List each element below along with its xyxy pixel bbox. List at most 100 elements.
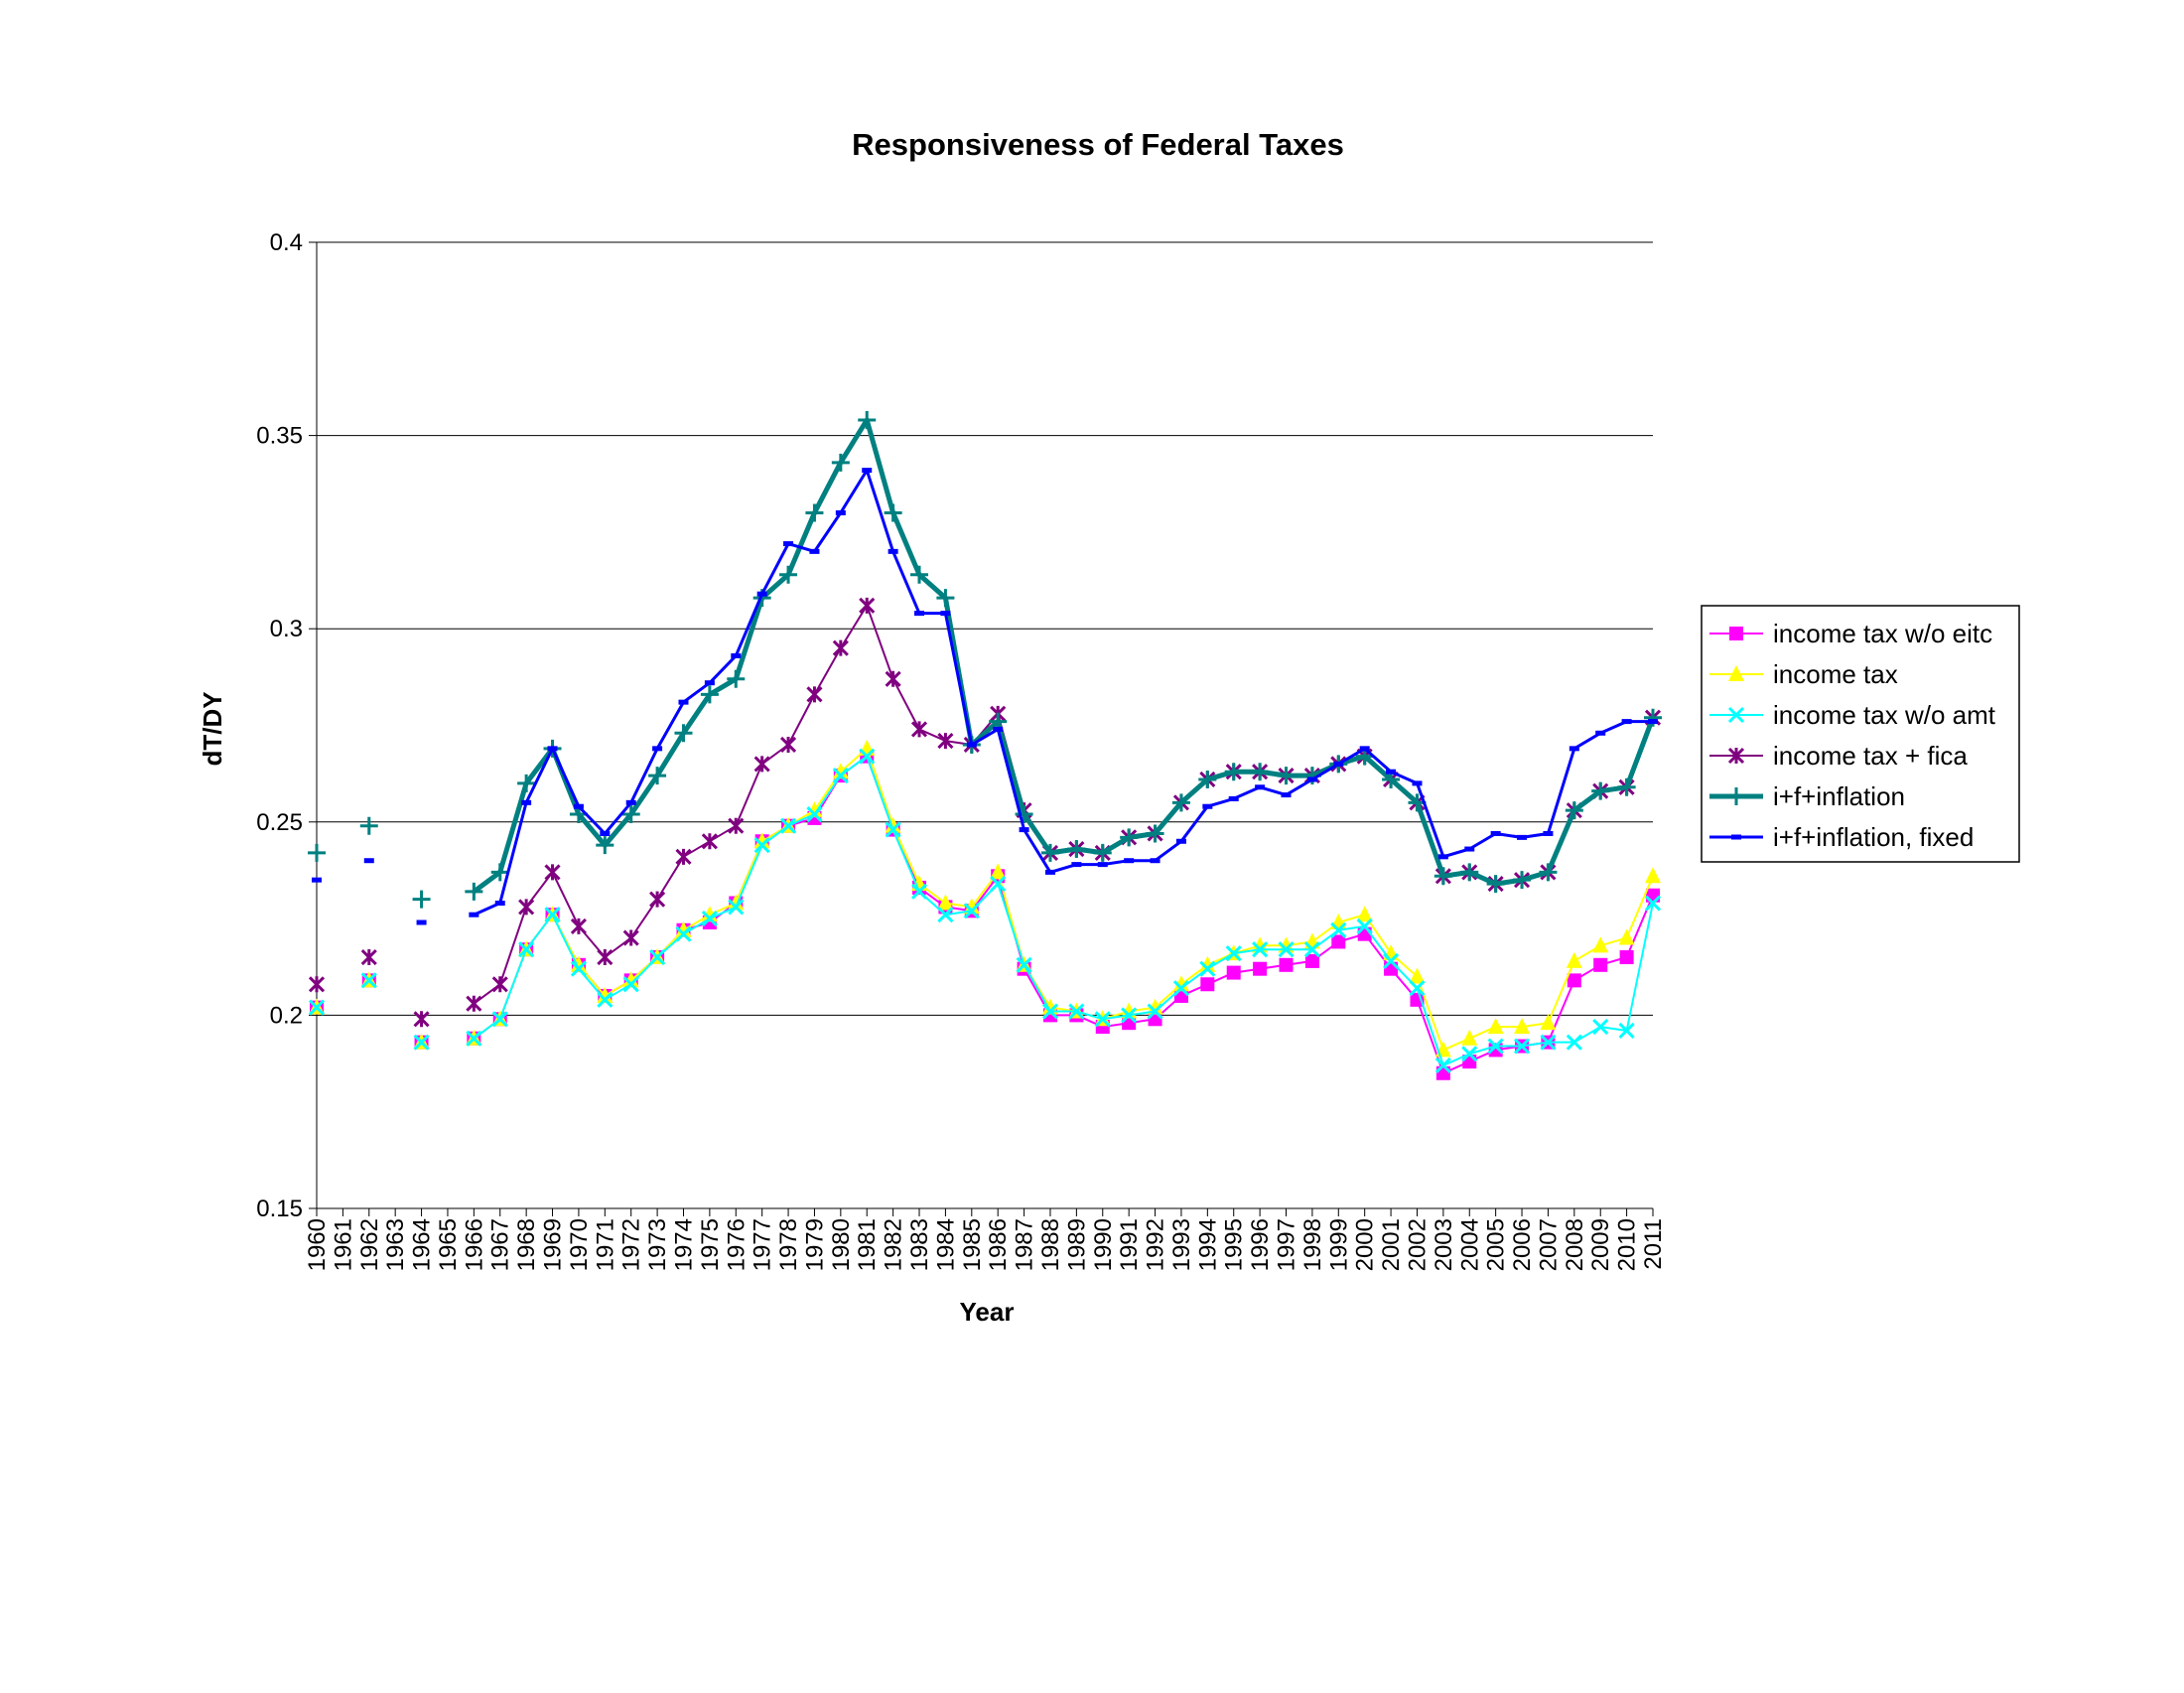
x-tick-label: 2010 <box>1614 1218 1641 1271</box>
data-point <box>597 991 614 1008</box>
data-point <box>359 816 378 835</box>
data-point <box>1437 854 1448 860</box>
data-point <box>1199 960 1216 977</box>
series-5 <box>308 411 1662 909</box>
data-point <box>1517 834 1528 840</box>
x-tick-label: 1963 <box>382 1218 409 1271</box>
data-point <box>910 721 928 738</box>
data-point <box>910 883 928 900</box>
data-point <box>570 955 587 972</box>
data-point <box>1147 998 1163 1015</box>
data-point <box>1226 965 1241 980</box>
legend-item: i+f+inflation <box>1709 781 1905 811</box>
x-tick-label: 1969 <box>540 1218 567 1271</box>
data-point <box>1434 1057 1451 1074</box>
data-point <box>600 830 611 836</box>
x-tick-label: 2011 <box>1640 1218 1667 1270</box>
data-point <box>490 863 509 882</box>
x-tick-label: 1975 <box>697 1218 724 1271</box>
y-tick-label: 0.35 <box>256 423 303 450</box>
data-point <box>1356 917 1373 934</box>
x-tick-label: 2003 <box>1431 1218 1457 1271</box>
data-point <box>1461 1046 1478 1062</box>
data-point <box>1543 830 1554 836</box>
legend-item: income tax w/o eitc <box>1709 619 1992 648</box>
data-point <box>312 877 322 883</box>
data-point <box>806 686 823 703</box>
gridlines <box>317 241 1653 1016</box>
data-point <box>1067 840 1086 859</box>
data-point <box>832 763 849 779</box>
data-point <box>1490 830 1501 836</box>
data-point <box>884 503 902 522</box>
x-tick-label: 2007 <box>1535 1218 1562 1271</box>
data-point <box>1019 827 1029 833</box>
x-tick-label: 1966 <box>461 1218 487 1271</box>
data-point <box>1225 945 1242 962</box>
series-line <box>473 755 1654 1074</box>
data-point <box>963 898 980 915</box>
x-tick-label: 2008 <box>1562 1218 1588 1271</box>
data-point <box>1199 955 1216 972</box>
series-line <box>473 469 1653 917</box>
legend-label: income tax w/o eitc <box>1773 619 1992 648</box>
data-point <box>1487 1038 1504 1055</box>
data-point <box>1068 1003 1085 1020</box>
data-point <box>809 548 820 554</box>
data-point <box>1386 769 1397 775</box>
data-point <box>753 832 770 849</box>
data-point <box>806 801 823 818</box>
data-point <box>1433 867 1452 886</box>
data-point <box>622 971 639 988</box>
data-point <box>1277 767 1296 785</box>
data-point <box>1464 846 1475 852</box>
data-point <box>728 899 745 916</box>
data-point <box>652 746 663 752</box>
data-point <box>1569 746 1579 752</box>
data-point <box>779 736 797 754</box>
data-point <box>1147 1003 1163 1020</box>
data-point <box>1121 1007 1138 1024</box>
y-tick-label: 0.25 <box>256 809 303 836</box>
data-point <box>832 768 849 784</box>
x-tick-label: 2000 <box>1352 1218 1379 1271</box>
data-point <box>360 972 377 989</box>
x-tick-label: 1965 <box>435 1218 462 1271</box>
data-point <box>858 411 877 430</box>
data-point <box>1487 1018 1504 1035</box>
data-point <box>1566 951 1582 968</box>
data-point <box>1281 792 1292 798</box>
data-point <box>1224 763 1243 781</box>
data-point <box>859 748 876 765</box>
x-tick-label: 1998 <box>1299 1218 1326 1271</box>
data-point <box>862 468 873 474</box>
data-point <box>1567 973 1581 988</box>
series-4 <box>308 597 1662 1028</box>
x-tick-label: 1982 <box>881 1218 907 1271</box>
data-point <box>1409 967 1426 984</box>
data-point <box>649 891 666 908</box>
data-point <box>1540 1034 1557 1051</box>
data-point <box>1591 781 1610 800</box>
x-tick-label: 1976 <box>723 1218 750 1271</box>
data-point <box>1728 665 1744 681</box>
x-tick-label: 1973 <box>644 1218 671 1271</box>
x-tick-label: 1992 <box>1143 1218 1169 1271</box>
x-tick-label: 1999 <box>1325 1218 1352 1271</box>
data-point <box>887 548 898 554</box>
x-tick-label: 1980 <box>828 1218 855 1271</box>
data-point <box>518 899 535 916</box>
data-point <box>360 948 377 966</box>
data-point <box>675 925 692 942</box>
data-point <box>466 1030 482 1047</box>
data-point <box>728 894 745 911</box>
data-point <box>547 746 558 752</box>
data-point <box>783 541 794 547</box>
data-point <box>1593 957 1608 972</box>
data-point <box>731 652 742 658</box>
x-tick-label: 1971 <box>592 1218 618 1271</box>
data-point <box>597 986 614 1003</box>
data-point <box>648 767 667 785</box>
